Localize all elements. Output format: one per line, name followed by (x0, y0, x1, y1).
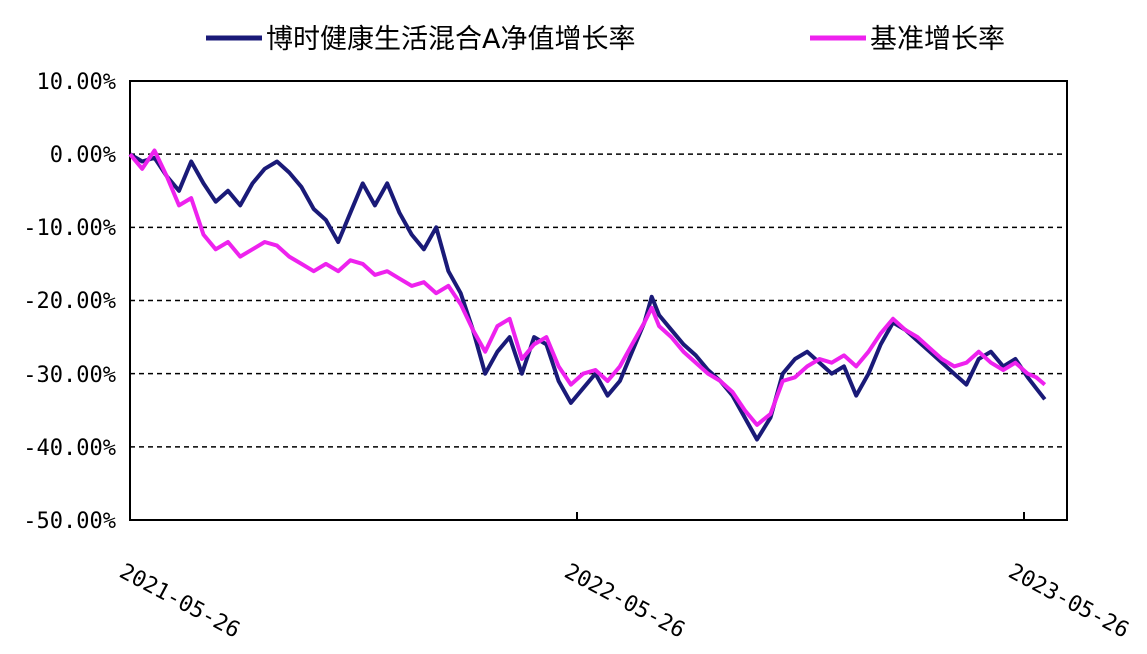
series-line-fund (128, 152, 1047, 442)
x-axis-tick-labels: 2021-05-26 2022-05-26 2023-05-26 (115, 559, 1133, 643)
y-tick-label: -10.00% (23, 216, 116, 241)
x-tick-label: 2023-05-26 (1004, 559, 1133, 643)
y-tick-label: 0.00% (50, 143, 116, 168)
series-lines (128, 148, 1047, 442)
x-tick-label: 2022-05-26 (560, 559, 689, 643)
y-tick-label: -20.00% (23, 289, 116, 314)
legend-label-benchmark: 基准增长率 (870, 24, 1005, 55)
x-tick-marks (576, 512, 1025, 520)
y-axis-tick-labels: 10.00% 0.00% -10.00% -20.00% -30.00% -40… (23, 70, 116, 534)
y-tick-label: 10.00% (37, 70, 116, 95)
y-tick-label: -30.00% (23, 363, 116, 388)
y-tick-label: -50.00% (23, 509, 116, 534)
legend-label-fund: 博时健康生活混合A净值增长率 (266, 24, 635, 55)
plot-area-frame (129, 80, 1068, 521)
y-tick-label: -40.00% (23, 436, 116, 461)
horizontal-gridlines (130, 153, 1067, 448)
x-tick-label: 2021-05-26 (115, 559, 244, 643)
legend: 博时健康生活混合A净值增长率 基准增长率 (206, 24, 1005, 55)
series-line-benchmark (128, 148, 1047, 427)
